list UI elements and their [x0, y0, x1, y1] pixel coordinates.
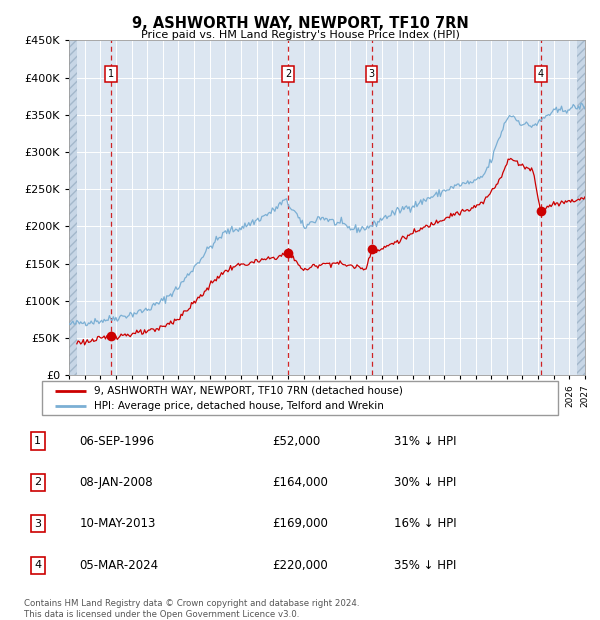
Text: 35% ↓ HPI: 35% ↓ HPI	[394, 559, 456, 572]
Text: 08-JAN-2008: 08-JAN-2008	[79, 476, 153, 489]
Text: 16% ↓ HPI: 16% ↓ HPI	[394, 517, 457, 530]
Text: 3: 3	[368, 69, 375, 79]
Text: £220,000: £220,000	[272, 559, 328, 572]
Text: 10-MAY-2013: 10-MAY-2013	[79, 517, 155, 530]
Text: 9, ASHWORTH WAY, NEWPORT, TF10 7RN: 9, ASHWORTH WAY, NEWPORT, TF10 7RN	[131, 16, 469, 30]
Text: 1: 1	[108, 69, 114, 79]
Bar	[69, 40, 77, 375]
Text: 2: 2	[34, 477, 41, 487]
Text: 1: 1	[34, 436, 41, 446]
Text: £164,000: £164,000	[272, 476, 328, 489]
Text: Contains HM Land Registry data © Crown copyright and database right 2024.
This d: Contains HM Land Registry data © Crown c…	[24, 600, 359, 619]
Text: 3: 3	[34, 519, 41, 529]
Text: 2: 2	[285, 69, 292, 79]
Text: HPI: Average price, detached house, Telford and Wrekin: HPI: Average price, detached house, Telf…	[94, 401, 383, 411]
FancyBboxPatch shape	[42, 381, 558, 415]
Text: 4: 4	[538, 69, 544, 79]
Text: 9, ASHWORTH WAY, NEWPORT, TF10 7RN (detached house): 9, ASHWORTH WAY, NEWPORT, TF10 7RN (deta…	[94, 386, 403, 396]
Text: £169,000: £169,000	[272, 517, 328, 530]
Text: 05-MAR-2024: 05-MAR-2024	[79, 559, 158, 572]
Text: 4: 4	[34, 560, 41, 570]
Text: 30% ↓ HPI: 30% ↓ HPI	[394, 476, 456, 489]
Text: 31% ↓ HPI: 31% ↓ HPI	[394, 435, 457, 448]
Bar	[577, 40, 585, 375]
Text: Price paid vs. HM Land Registry's House Price Index (HPI): Price paid vs. HM Land Registry's House …	[140, 30, 460, 40]
Text: £52,000: £52,000	[272, 435, 320, 448]
Text: 06-SEP-1996: 06-SEP-1996	[79, 435, 154, 448]
